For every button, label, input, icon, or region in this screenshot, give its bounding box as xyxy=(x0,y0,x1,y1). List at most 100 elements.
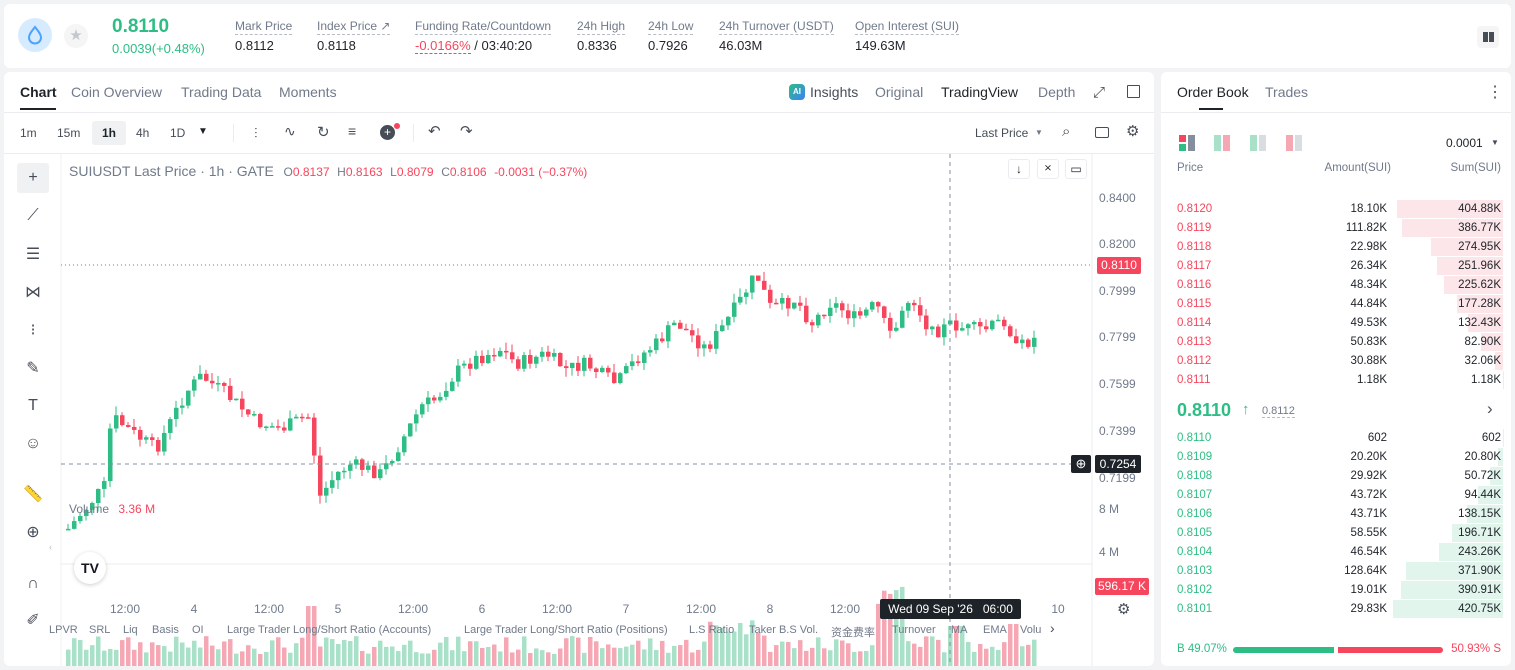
add-indicator-icon[interactable]: + xyxy=(380,125,395,140)
fib-lines-icon[interactable]: ☰ xyxy=(25,246,41,263)
bid-row[interactable]: 0.8102 19.01K 390.91K xyxy=(1161,581,1511,600)
pencil-lock-icon[interactable]: ✐ xyxy=(26,612,40,629)
indicator-chip[interactable]: Large Trader Long/Short Ratio (Accounts) xyxy=(227,624,432,636)
tab-tradingview[interactable]: TradingView xyxy=(941,84,1019,100)
indicator-chip[interactable]: Turnover xyxy=(892,624,936,636)
fullscreen-icon[interactable]: ▭ xyxy=(1065,159,1087,179)
tab-depth[interactable]: Depth xyxy=(1038,84,1076,100)
ask-row[interactable]: 0.8112 30.88K 32.06K xyxy=(1161,352,1511,371)
indicators-scroll-right-icon[interactable]: › xyxy=(1050,620,1055,636)
bid-row[interactable]: 0.8107 43.72K 94.44K xyxy=(1161,486,1511,505)
chevron-down-icon[interactable]: ▼ xyxy=(1035,128,1043,137)
tab-chart[interactable]: Chart xyxy=(20,84,57,100)
candle-body xyxy=(528,355,533,364)
magnet-icon[interactable]: ∩ xyxy=(27,575,39,592)
emoji-icon[interactable]: ☺ xyxy=(24,435,42,452)
pattern-icon[interactable]: ⋈ xyxy=(25,284,41,301)
indicator-chip[interactable]: Volu xyxy=(1020,624,1042,636)
trendline-icon[interactable]: ⟋ xyxy=(27,207,39,224)
template-icon[interactable]: ≡ xyxy=(348,123,357,139)
expand-icon[interactable]: ⤢ xyxy=(1093,84,1106,101)
bid-row[interactable]: 0.8105 58.55K 196.71K xyxy=(1161,524,1511,543)
precision-select[interactable]: 0.0001 xyxy=(1446,136,1483,150)
favorite-star-icon[interactable]: ★ xyxy=(64,24,88,48)
ask-row[interactable]: 0.8120 18.10K 404.88K xyxy=(1161,200,1511,219)
tab-coin-overview[interactable]: Coin Overview xyxy=(71,84,163,100)
bid-row[interactable]: 0.8109 20.20K 20.80K xyxy=(1161,448,1511,467)
indicator-chip[interactable]: Basis xyxy=(152,624,179,636)
indicator-chip[interactable]: MA xyxy=(951,624,968,636)
bid-row[interactable]: 0.8108 29.92K 50.72K xyxy=(1161,467,1511,486)
view-both-icon[interactable] xyxy=(1179,135,1195,151)
candlestick-chart[interactable] xyxy=(4,154,1154,666)
indicator-chip[interactable]: LPVR xyxy=(49,624,78,636)
view-both-alt-icon[interactable] xyxy=(1214,135,1230,151)
settings-gear-icon[interactable]: ⚙ xyxy=(1126,123,1140,140)
collapse-toolbar-icon[interactable]: ‹ xyxy=(49,542,52,552)
text-icon[interactable]: T xyxy=(28,397,38,414)
interval-1h[interactable]: 1h xyxy=(102,126,117,140)
indicator-chip[interactable]: Taker B.S Vol. xyxy=(749,624,819,636)
camera-icon[interactable] xyxy=(1095,127,1109,138)
x-tick: 7 xyxy=(622,602,630,616)
undo-icon[interactable]: ↶ xyxy=(428,123,441,140)
ask-row[interactable]: 0.8119 111.82K 386.77K xyxy=(1161,219,1511,238)
brush-icon[interactable]: ✎ xyxy=(26,360,40,377)
search-icon[interactable]: ⌕ xyxy=(1062,123,1071,140)
interval-15m[interactable]: 15m xyxy=(57,126,81,140)
book-icon[interactable] xyxy=(1477,26,1499,48)
indicator-chip[interactable]: OI xyxy=(192,624,204,636)
view-bids-icon[interactable] xyxy=(1250,135,1266,151)
forecast-icon[interactable]: ⁝ xyxy=(30,322,36,339)
bid-row[interactable]: 0.8106 43.71K 138.15K xyxy=(1161,505,1511,524)
tab-original[interactable]: Original xyxy=(875,84,924,100)
tab-trading-data[interactable]: Trading Data xyxy=(181,84,262,100)
ruler-icon[interactable]: 📏 xyxy=(23,486,43,503)
tab-order-book[interactable]: Order Book xyxy=(1177,84,1249,100)
indicator-chip[interactable]: Large Trader Long/Short Ratio (Positions… xyxy=(464,624,668,636)
more-options-icon[interactable]: ⋮ xyxy=(1487,84,1503,101)
indicator-chip[interactable]: 资金费率 xyxy=(831,627,875,639)
bid-row[interactable]: 0.8104 46.54K 243.26K xyxy=(1161,543,1511,562)
candle-body xyxy=(210,380,215,384)
collapse-legend-icon[interactable]: ⨯ xyxy=(1037,159,1059,179)
chevron-down-icon[interactable]: ▼ xyxy=(1491,138,1499,147)
ask-row[interactable]: 0.8113 50.83K 82.90K xyxy=(1161,333,1511,352)
crosshair-add-icon[interactable]: ⊕ xyxy=(1071,455,1091,473)
ask-row[interactable]: 0.8114 49.53K 132.43K xyxy=(1161,314,1511,333)
window-icon[interactable] xyxy=(1127,85,1140,98)
indicator-chip[interactable]: SRL xyxy=(89,624,111,636)
tab-moments[interactable]: Moments xyxy=(279,84,337,100)
tab-insights[interactable]: Insights xyxy=(810,84,859,100)
stat-index-price[interactable]: Index Price ↗ 0.8118 xyxy=(317,19,391,53)
redo-icon[interactable]: ↷ xyxy=(460,123,473,140)
interval-1m[interactable]: 1m xyxy=(20,126,37,140)
bid-row[interactable]: 0.8101 29.83K 420.75K xyxy=(1161,600,1511,619)
refresh-icon[interactable]: ↻ xyxy=(317,124,330,141)
candle-type-icon[interactable]: ⫶ xyxy=(254,125,258,141)
indicator-chip[interactable]: EMA xyxy=(983,624,1007,636)
view-asks-icon[interactable] xyxy=(1286,135,1302,151)
scroll-down-icon[interactable]: ↓ xyxy=(1008,159,1030,179)
indicator-chip[interactable]: L.S Ratio xyxy=(689,624,735,636)
ask-row[interactable]: 0.8115 44.84K 177.28K xyxy=(1161,295,1511,314)
chevron-right-icon[interactable]: › xyxy=(1487,399,1493,418)
ask-row[interactable]: 0.8118 22.98K 274.95K xyxy=(1161,238,1511,257)
ask-row[interactable]: 0.8116 48.34K 225.62K xyxy=(1161,276,1511,295)
tab-trades[interactable]: Trades xyxy=(1265,84,1309,100)
price-type-select[interactable]: Last Price xyxy=(975,126,1029,140)
ask-row[interactable]: 0.8117 26.34K 251.96K xyxy=(1161,257,1511,276)
bid-row[interactable]: 0.8103 128.64K 371.90K xyxy=(1161,562,1511,581)
volume-bar xyxy=(378,640,383,666)
indicators-icon[interactable]: ∿ xyxy=(284,123,296,139)
candle-body xyxy=(990,320,995,330)
bid-row[interactable]: 0.8110 602 602 xyxy=(1161,429,1511,448)
interval-4h[interactable]: 4h xyxy=(136,126,150,140)
zoom-in-icon[interactable]: ⊕ xyxy=(26,524,40,541)
interval-1d[interactable]: 1D xyxy=(170,126,186,140)
indicator-chip[interactable]: Liq xyxy=(123,624,138,636)
interval-dropdown-icon[interactable]: ▼ xyxy=(198,126,208,137)
chart-settings-icon[interactable]: ⚙ xyxy=(1117,601,1131,618)
ask-row[interactable]: 0.8111 1.18K 1.18K xyxy=(1161,371,1511,390)
crosshair-icon[interactable]: + xyxy=(17,163,49,193)
